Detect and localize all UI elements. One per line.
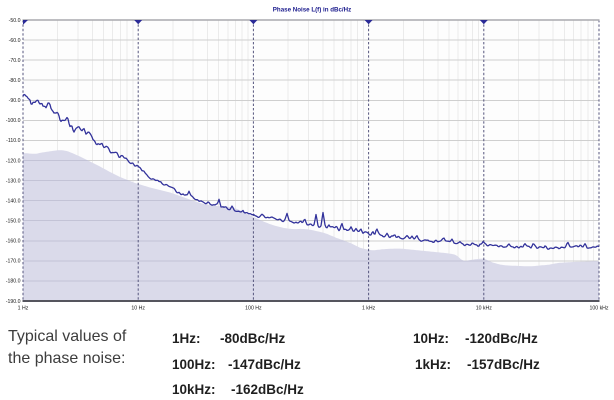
svg-text:-90.0: -90.0	[9, 98, 21, 104]
svg-text:-170.0: -170.0	[6, 259, 21, 265]
svg-text:-150.0: -150.0	[6, 219, 21, 225]
svg-text:-50.0: -50.0	[9, 18, 21, 24]
svg-text:-180.0: -180.0	[6, 279, 21, 285]
svg-text:-140.0: -140.0	[6, 198, 21, 204]
svg-text:-130.0: -130.0	[6, 178, 21, 184]
svg-text:-160.0: -160.0	[6, 239, 21, 245]
svg-text:100 kHz: 100 kHz	[589, 305, 608, 311]
svg-text:100 Hz: 100 Hz	[245, 305, 262, 311]
svg-text:-80.0: -80.0	[9, 78, 21, 84]
svg-text:-110.0: -110.0	[6, 138, 20, 144]
svg-text:Phase Noise L(f) in dBc/Hz: Phase Noise L(f) in dBc/Hz	[273, 7, 351, 14]
svg-text:-60.0: -60.0	[9, 38, 21, 44]
svg-text:10 Hz: 10 Hz	[131, 305, 145, 311]
svg-text:-190.0: -190.0	[6, 299, 21, 305]
svg-text:1 kHz: 1 kHz	[362, 305, 376, 311]
svg-text:10 kHz: 10 kHz	[476, 305, 493, 311]
svg-text:-120.0: -120.0	[6, 158, 21, 164]
svg-text:1 Hz: 1 Hz	[18, 305, 29, 311]
svg-text:-70.0: -70.0	[9, 58, 21, 64]
svg-text:-100.0: -100.0	[6, 118, 21, 124]
